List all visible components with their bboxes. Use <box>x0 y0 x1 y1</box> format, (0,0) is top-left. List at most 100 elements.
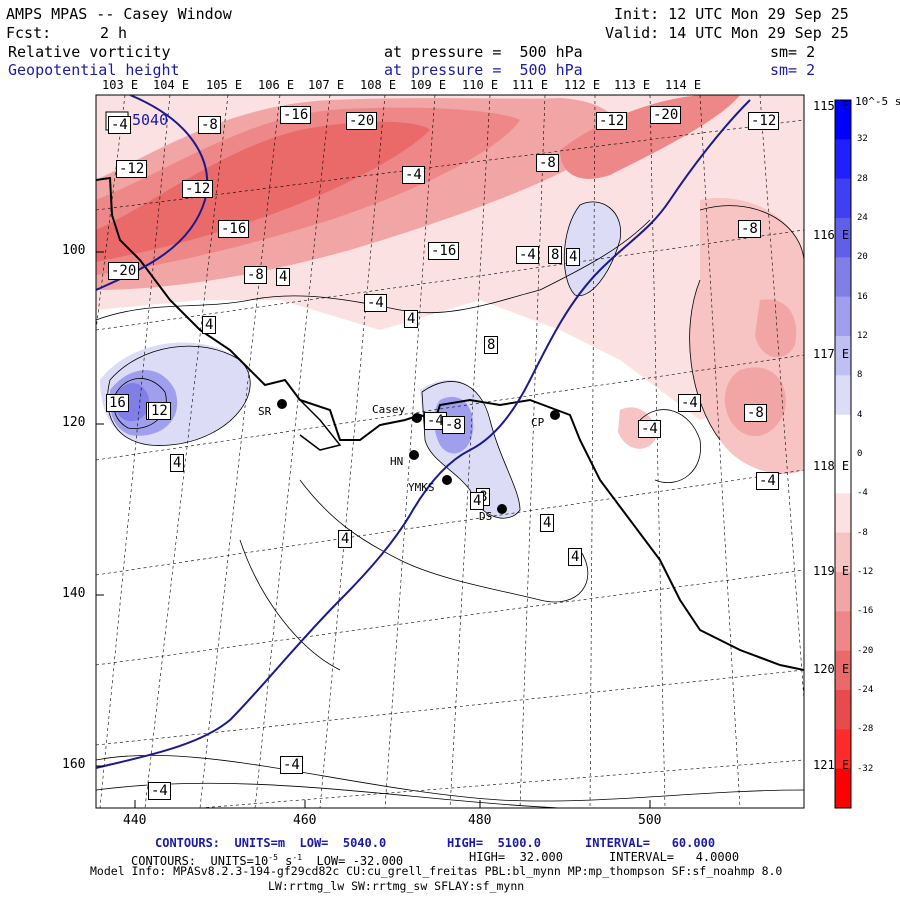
vorticity-contour-label: -4 <box>638 420 661 438</box>
vorticity-contour-label: -12 <box>748 112 780 130</box>
colorbar-tick: -12 <box>857 567 874 577</box>
vorticity-contour-label: 4 <box>404 310 419 328</box>
vorticity-contour-label: -8 <box>198 116 221 134</box>
station-label-casey: Casey <box>372 403 406 416</box>
x-tick-label: 440 <box>123 813 147 828</box>
valid-time: Valid: 14 UTC Mon 29 Sep 25 <box>605 24 849 42</box>
vorticity-contour-label: -4 <box>108 116 131 134</box>
station-label-hn: HN <box>390 455 404 468</box>
colorbar-swatch <box>835 650 851 691</box>
vorticity-contour-label: -4 <box>402 166 425 184</box>
station-label-sr: SR <box>258 405 272 418</box>
forecast-label: Fcst: <box>6 24 52 42</box>
lon-label: 112 E <box>564 78 601 92</box>
colorbar-swatch <box>835 336 851 376</box>
field2-smoothing: sm= 2 <box>770 61 816 79</box>
vorticity-contour-label: -8 <box>744 404 767 422</box>
vorticity-contour-label: 4 <box>338 530 353 548</box>
overlay-lines <box>96 95 804 808</box>
colorbar-frame <box>834 99 852 809</box>
vorticity-contour-label: -4 <box>364 294 387 312</box>
station-dot-casey <box>412 413 422 423</box>
colorbar-swatch <box>835 729 851 770</box>
vorticity-contour-label: -20 <box>650 106 682 124</box>
footer-vort-high: HIGH= 32.000 <box>469 850 563 864</box>
colorbar-tick: -32 <box>857 763 874 774</box>
lon-label: 107 E <box>308 78 345 92</box>
station-dot-ds <box>497 504 507 514</box>
colorbar-tick: -8 <box>857 527 868 538</box>
lon-label: 111 E <box>512 78 549 92</box>
vorticity-contour-label: -4 <box>516 246 539 264</box>
colorbar-swatch <box>835 454 851 494</box>
field2-level: at pressure = 500 hPa <box>384 61 583 79</box>
lon-label: 110 E <box>462 78 499 92</box>
footer-height-contours: CONTOURS: UNITS=m LOW= 5040.0 <box>155 836 387 850</box>
field2-name: Geopotential height <box>8 61 180 79</box>
colorbar-swatch <box>835 218 851 258</box>
height-contour-5100 <box>96 99 751 769</box>
field1-name: Relative vorticity <box>8 43 171 61</box>
station-label-ymks: YMKS <box>408 481 435 494</box>
station-dot-sr <box>277 399 287 409</box>
vorticity-contours <box>96 201 804 808</box>
lat-label: 116 E <box>813 228 850 242</box>
north-positive-vorticity <box>564 201 621 296</box>
vorticity-contour-label: -4 <box>678 394 701 412</box>
colorbar-swatch <box>835 768 851 809</box>
vorticity-contour-label: 4 <box>566 248 581 266</box>
vorticity-contour-label: 4 <box>540 514 555 532</box>
lon-label: 109 E <box>410 78 447 92</box>
x-tick-label: 500 <box>638 813 662 828</box>
model-info: Model Info: MPASv8.2.3-194-gf29cd82c CU:… <box>90 864 783 878</box>
footer-vort-low: LOW= -32.000 <box>302 854 404 868</box>
plot-title: AMPS MPAS -- Casey Window <box>6 5 232 23</box>
vorticity-contour-label: -4 <box>280 756 303 774</box>
y-tick-label: 140 <box>62 586 86 601</box>
east-negative-core <box>724 367 786 437</box>
footer-height-interval: INTERVAL= 60.000 <box>585 836 716 850</box>
colorbar-swatch <box>835 257 851 298</box>
x-tick-label: 460 <box>293 813 317 828</box>
lat-label: 118 E <box>813 459 850 473</box>
x-tick-label: 480 <box>468 813 492 828</box>
y-tick-label: 100 <box>62 243 86 258</box>
colorbar-tick: 32 <box>857 134 868 145</box>
axis-ticks <box>96 251 651 808</box>
vorticity-contour-label: 8 <box>548 246 563 264</box>
lat-label: 115 E <box>813 99 850 113</box>
lon-label: 108 E <box>360 78 397 92</box>
lon-label: 104 E <box>153 78 190 92</box>
footer-vort-exp: -5 <box>268 853 278 862</box>
coastline-inlet <box>299 399 342 451</box>
vorticity-contour-label: 4 <box>170 454 185 472</box>
east-negative-core-2 <box>755 299 797 358</box>
colorbar-swatch <box>835 375 851 416</box>
y-tick-label: 160 <box>62 757 86 772</box>
vorticity-contour-label: -12 <box>116 160 148 178</box>
colorbar-unit: 10^-5 s^-1 <box>855 95 900 108</box>
colorbar-tick: -20 <box>857 645 874 656</box>
vorticity-contour-label: -16 <box>280 106 312 124</box>
footer-vort-s: s <box>277 854 293 868</box>
colorbar-swatch <box>835 296 851 337</box>
lat-label: 117 E <box>813 347 850 361</box>
vorticity-contour-label: -16 <box>218 220 250 238</box>
init-time: Init: 12 UTC Mon 29 Sep 25 <box>614 5 849 23</box>
footer-vort-exp2: -1 <box>292 853 303 862</box>
ne-negative-vorticity <box>560 95 740 179</box>
colorbar-tick: 12 <box>857 331 868 341</box>
lon-label: 106 E <box>258 78 295 92</box>
vorticity-contour-label: -4 <box>424 412 447 430</box>
colorbar-swatch <box>835 493 851 534</box>
station-label-ds: DS <box>479 510 493 523</box>
model-info-2: LW:rrtmg_lw SW:rrtmg_sw SFLAY:sf_mynn <box>268 879 525 893</box>
colorbar-swatch <box>835 611 851 652</box>
vorticity-contour-label: 4 <box>202 316 217 334</box>
vorticity-contour-label: -8 <box>536 154 559 172</box>
colorbar-swatch <box>835 178 851 219</box>
colorbar-tick: 28 <box>857 173 868 184</box>
colorbar-swatch <box>835 414 851 455</box>
colorbar-tick: 8 <box>857 370 863 381</box>
colorbar-tick: 4 <box>857 409 863 420</box>
